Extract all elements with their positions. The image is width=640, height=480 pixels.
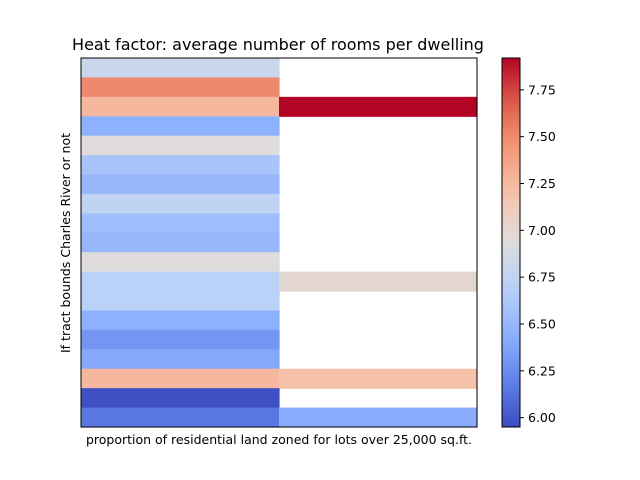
heatmap-cell (81, 135, 280, 156)
heatmap-cell (81, 213, 280, 234)
heatmap-cell (81, 252, 280, 273)
heatmap-cell (81, 271, 280, 292)
heatmap-cell (81, 349, 280, 370)
colorbar-ticks: 6.00 6.25 6.50 6.75 7.00 7.25 7.50 7.75 (520, 82, 556, 425)
heatmap-cells (81, 58, 478, 428)
heatmap-cell (81, 77, 280, 98)
heatmap-cell (81, 116, 280, 137)
heatmap-cell (81, 193, 280, 214)
heatmap-cell (279, 407, 478, 428)
heatmap-cell (279, 96, 478, 117)
colorbar-tick-label: 6.00 (528, 410, 556, 425)
colorbar-tick-label: 7.00 (528, 223, 556, 238)
colorbar-tick-label: 6.25 (528, 363, 556, 378)
heatmap-cell (81, 58, 280, 79)
y-axis-label: If tract bounds Charles River or not (58, 133, 73, 353)
colorbar-tick-label: 7.25 (528, 176, 556, 191)
heatmap-cell (81, 310, 280, 331)
heatmap-cell (81, 329, 280, 350)
heatmap-cell (81, 155, 280, 176)
plot-frame (80, 57, 478, 428)
heatmap-cell (81, 174, 280, 195)
heatmap-cell (279, 368, 478, 389)
heatmap-cell (81, 232, 280, 253)
x-axis-label: proportion of residential land zoned for… (86, 432, 472, 447)
colorbar-tick-label: 7.50 (528, 129, 556, 144)
heatmap-cell (81, 368, 280, 389)
colorbar-tick-label: 6.50 (528, 316, 556, 331)
heatmap-cell (81, 96, 280, 117)
heatmap-cell (81, 388, 280, 409)
heatmap-cell (279, 271, 478, 292)
heatmap-cell (81, 291, 280, 312)
colorbar-tick-label: 6.75 (528, 270, 556, 285)
heatmap-cell (81, 407, 280, 428)
chart-title: Heat factor: average number of rooms per… (72, 35, 484, 54)
colorbar-tick-label: 7.75 (528, 82, 556, 97)
colorbar (501, 57, 521, 428)
